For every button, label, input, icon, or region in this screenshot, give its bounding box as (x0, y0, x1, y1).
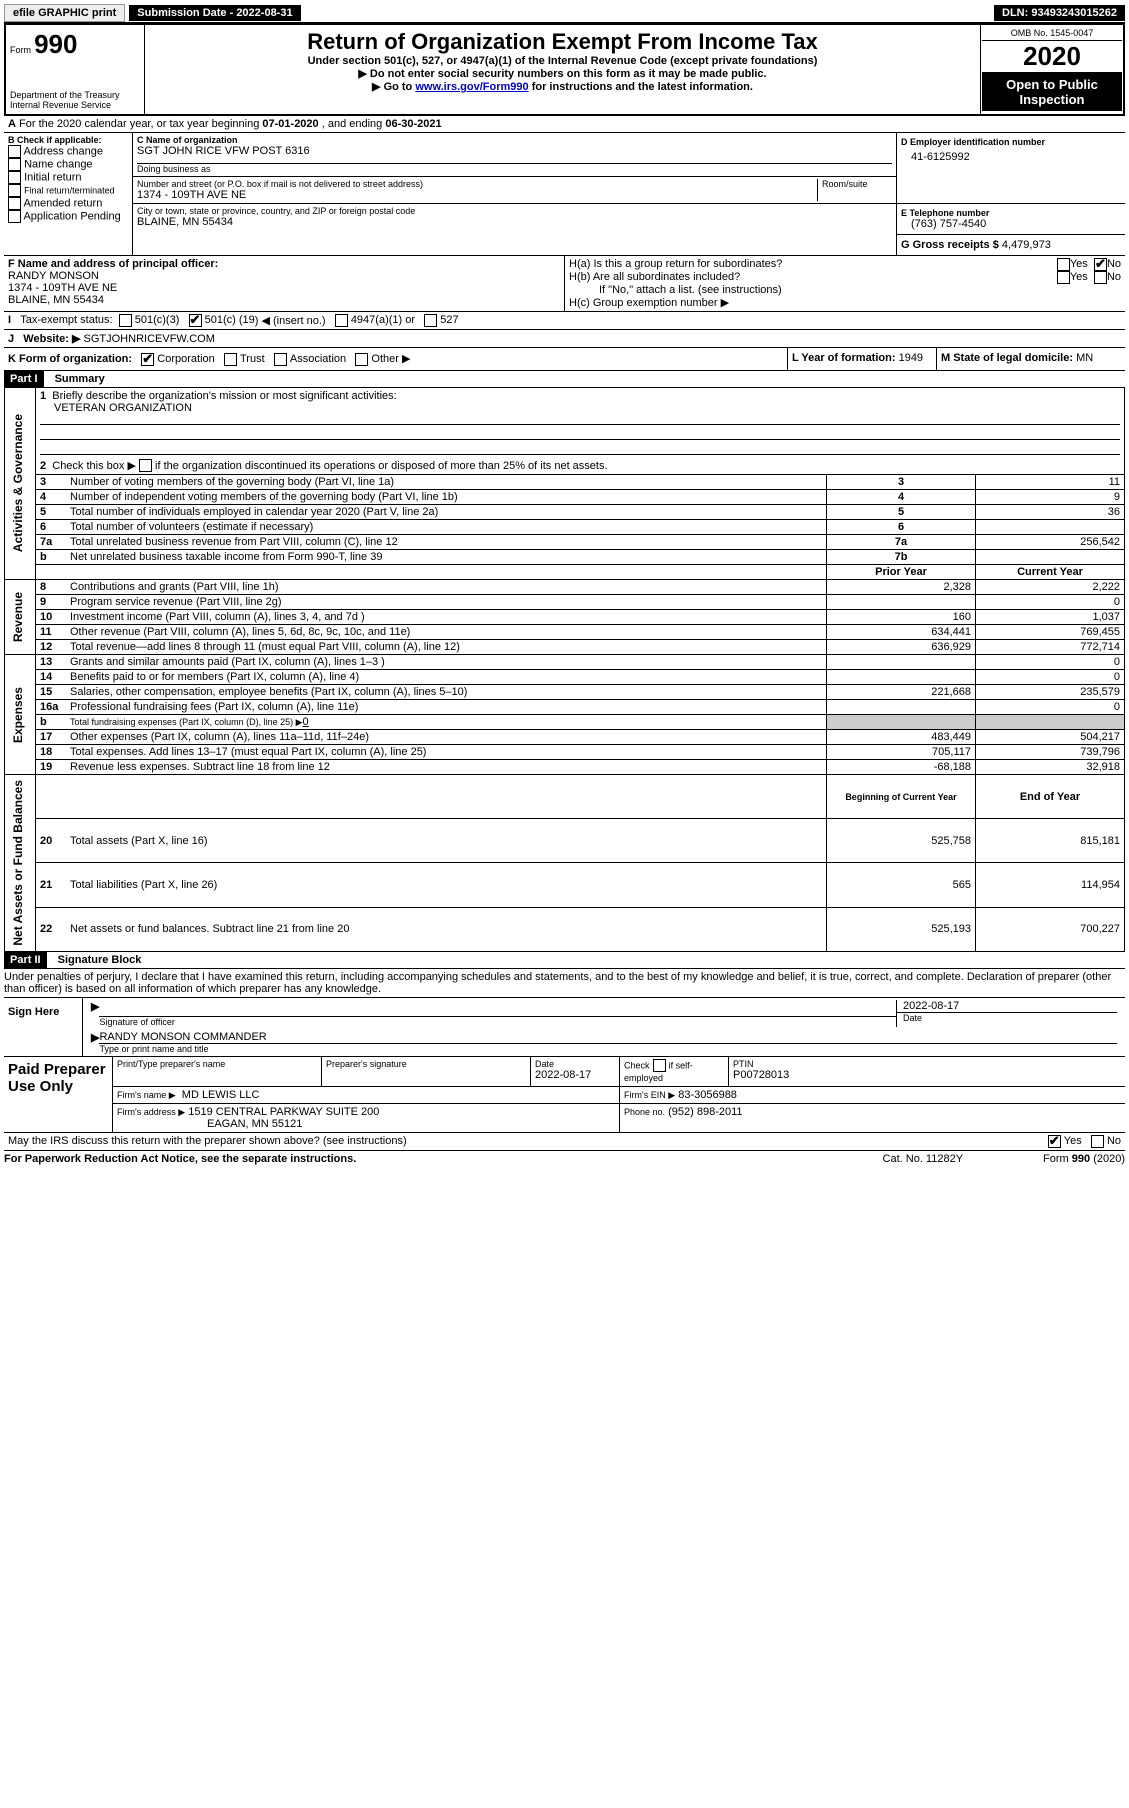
arrow-icon: ▶ (91, 1000, 99, 1027)
firm-ein: 83-3056988 (678, 1089, 737, 1101)
firm-name: MD LEWIS LLC (182, 1089, 260, 1101)
street-value: 1374 - 109TH AVE NE (137, 189, 817, 201)
check-527[interactable] (424, 314, 437, 327)
officer-addr1: 1374 - 109TH AVE NE (8, 282, 117, 294)
hc-label: H(c) Group exemption number ▶ (569, 296, 1121, 309)
line-a: A For the 2020 calendar year, or tax yea… (4, 116, 1125, 133)
city-label: City or town, state or province, country… (137, 206, 892, 216)
check-final-return[interactable] (8, 184, 21, 197)
box-g-label: G Gross receipts $ (901, 239, 999, 251)
box-e-label: E Telephone number (901, 208, 1121, 218)
submission-date: Submission Date - 2022-08-31 (129, 5, 300, 21)
discuss-no[interactable] (1091, 1135, 1104, 1148)
check-assoc[interactable] (274, 353, 287, 366)
dln: DLN: 93493243015262 (994, 5, 1125, 21)
check-501c3[interactable] (119, 314, 132, 327)
check-other[interactable] (355, 353, 368, 366)
gross-receipts-value: 4,479,973 (1002, 239, 1051, 251)
officer-signed: RANDY MONSON COMMANDER (99, 1031, 1117, 1043)
city-value: BLAINE, MN 55434 (137, 216, 892, 228)
hb-label: H(b) Are all subordinates included? (569, 271, 1057, 284)
year-formation: 1949 (899, 352, 923, 364)
paid-preparer-label: Paid Preparer Use Only (4, 1057, 113, 1133)
open-public-badge: Open to Public Inspection (982, 73, 1122, 111)
website-value: SGTJOHNRICEVFW.COM (84, 333, 215, 345)
dba-label: Doing business as (137, 163, 892, 174)
side-gov: Activities & Governance (9, 410, 27, 556)
side-net: Net Assets or Fund Balances (9, 776, 27, 950)
check-amended-return[interactable] (8, 197, 21, 210)
part1-header: Part I Summary (4, 371, 1125, 387)
sig-date-value: 2022-08-17 (897, 1000, 1117, 1012)
room-suite-label: Room/suite (817, 179, 892, 201)
preparer-block: Paid Preparer Use Only Print/Type prepar… (4, 1057, 1125, 1133)
check-address-change[interactable] (8, 145, 21, 158)
dept-treasury: Department of the Treasury (10, 90, 140, 100)
box-c-label: C Name of organization (137, 135, 892, 145)
omb-number: OMB No. 1545-0047 (982, 26, 1122, 41)
line-klm: K Form of organization: Corporation Trus… (4, 348, 1125, 371)
check-self-employed[interactable] (653, 1059, 666, 1072)
officer-group-block: F Name and address of principal officer:… (4, 255, 1125, 311)
check-501c[interactable] (189, 314, 202, 327)
sign-here-label: Sign Here (4, 997, 83, 1056)
part1-table: Activities & Governance 1 Briefly descri… (4, 387, 1125, 952)
check-discontinued[interactable] (139, 459, 152, 472)
ein-value: 41-6125992 (901, 147, 1121, 173)
officer-addr2: BLAINE, MN 55434 (8, 294, 104, 306)
firm-addr1: 1519 CENTRAL PARKWAY SUITE 200 (188, 1106, 379, 1118)
side-exp: Expenses (9, 683, 27, 747)
arrow-icon: ▶ (91, 1031, 99, 1054)
ha-label: H(a) Is this a group return for subordin… (569, 258, 1057, 271)
discuss-yes[interactable] (1048, 1135, 1061, 1148)
ptin-value: P00728013 (733, 1069, 1121, 1081)
box-d-label: D Employer identification number (901, 137, 1121, 147)
mission-value: VETERAN ORGANIZATION (40, 402, 192, 414)
instructions-link[interactable]: www.irs.gov/Form990 (415, 81, 528, 93)
check-application-pending[interactable] (8, 210, 21, 223)
box-b-label: B Check if applicable: (8, 135, 128, 145)
firm-addr2: EAGAN, MN 55121 (117, 1118, 302, 1130)
form-subtitle2: ▶ Do not enter social security numbers o… (149, 67, 976, 80)
form-label: Form (10, 45, 31, 55)
hb-note: If "No," attach a list. (see instruction… (569, 284, 1121, 296)
officer-name: RANDY MONSON (8, 270, 99, 282)
form-subtitle1: Under section 501(c), 527, or 4947(a)(1)… (149, 55, 976, 67)
check-name-change[interactable] (8, 158, 21, 171)
tax-year: 2020 (982, 41, 1122, 73)
check-initial-return[interactable] (8, 171, 21, 184)
irs-label: Internal Revenue Service (10, 100, 140, 110)
side-rev: Revenue (9, 588, 27, 646)
form-title: Return of Organization Exempt From Incom… (149, 29, 976, 55)
footer: For Paperwork Reduction Act Notice, see … (4, 1151, 1125, 1167)
discuss-line: May the IRS discuss this return with the… (4, 1133, 1125, 1151)
box-f-label: F Name and address of principal officer: (8, 258, 218, 270)
form-subtitle3: ▶ Go to www.irs.gov/Form990 for instruct… (149, 80, 976, 93)
preparer-phone: (952) 898-2011 (668, 1106, 742, 1118)
check-trust[interactable] (224, 353, 237, 366)
hb-no[interactable] (1094, 271, 1107, 284)
form-number: 990 (34, 29, 77, 59)
street-label: Number and street (or P.O. box if mail i… (137, 179, 817, 189)
entity-block: B Check if applicable: Address change Na… (4, 133, 1125, 255)
line-i: I Tax-exempt status: 501(c)(3) 501(c) (1… (4, 311, 1125, 330)
phone-value: (763) 757-4540 (901, 218, 1121, 230)
org-name: SGT JOHN RICE VFW POST 6316 (137, 145, 892, 157)
check-4947[interactable] (335, 314, 348, 327)
efile-button[interactable]: efile GRAPHIC print (4, 4, 125, 22)
penalties-text: Under penalties of perjury, I declare th… (4, 968, 1125, 997)
ha-yes[interactable] (1057, 258, 1070, 271)
hb-yes[interactable] (1057, 271, 1070, 284)
state-domicile: MN (1076, 352, 1093, 364)
line-j: J Website: ▶ SGTJOHNRICEVFW.COM (4, 330, 1125, 348)
sign-block: Sign Here ▶ Signature of officer 2022-08… (4, 997, 1125, 1057)
check-corp[interactable] (141, 353, 154, 366)
ha-no[interactable] (1094, 258, 1107, 271)
top-bar: efile GRAPHIC print Submission Date - 20… (4, 4, 1125, 23)
header-block: Form 990 Department of the Treasury Inte… (4, 23, 1125, 116)
part2-header: Part II Signature Block (4, 952, 1125, 968)
